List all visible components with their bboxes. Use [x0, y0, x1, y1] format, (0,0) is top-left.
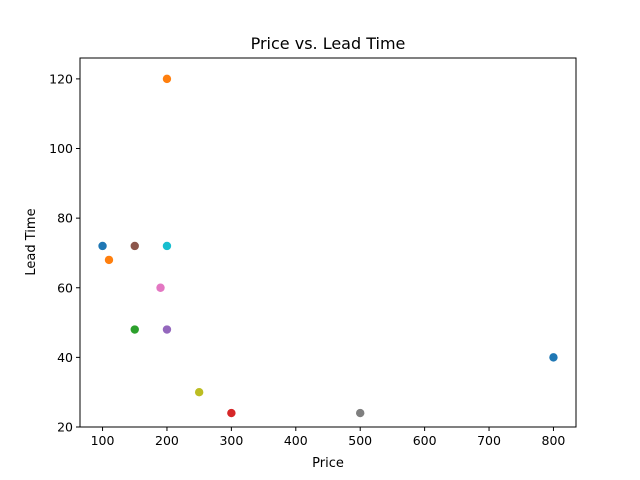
data-point: [227, 408, 236, 418]
y-axis-label: Lead Time: [24, 208, 39, 275]
data-point: [130, 325, 139, 334]
data-point: [162, 325, 172, 334]
plot-frame: [79, 57, 577, 428]
x-tick-label: 300: [219, 433, 243, 448]
y-tick-label: 80: [57, 211, 73, 226]
data-point: [356, 408, 365, 418]
data-point: [162, 74, 172, 84]
x-tick-label: 500: [348, 433, 372, 448]
chart-title: Price vs. Lead Time: [251, 34, 406, 53]
y-tick-label: 100: [49, 141, 73, 156]
x-tick-label: 800: [542, 433, 566, 448]
x-tick-label: 100: [91, 433, 115, 448]
x-axis-label: Price: [312, 456, 344, 471]
data-point: [130, 241, 139, 251]
data-point: [549, 353, 558, 362]
data-point: [162, 241, 172, 251]
data-point: [104, 255, 114, 265]
data-point: [194, 387, 204, 397]
data-point: [98, 241, 107, 251]
x-tick-label: 700: [477, 433, 501, 448]
data-point: [156, 283, 165, 292]
axis-ticks: 100 200 300 400 500 600 700 800 20 40 60 80 100 120: [49, 71, 565, 448]
x-tick-label: 600: [413, 433, 437, 448]
y-tick-label: 20: [57, 420, 73, 435]
data-points: [98, 74, 558, 418]
y-tick-label: 40: [57, 350, 73, 365]
x-tick-label: 400: [284, 433, 308, 448]
y-tick-label: 120: [49, 71, 73, 86]
y-tick-label: 60: [57, 280, 73, 295]
x-tick-label: 200: [155, 433, 179, 448]
